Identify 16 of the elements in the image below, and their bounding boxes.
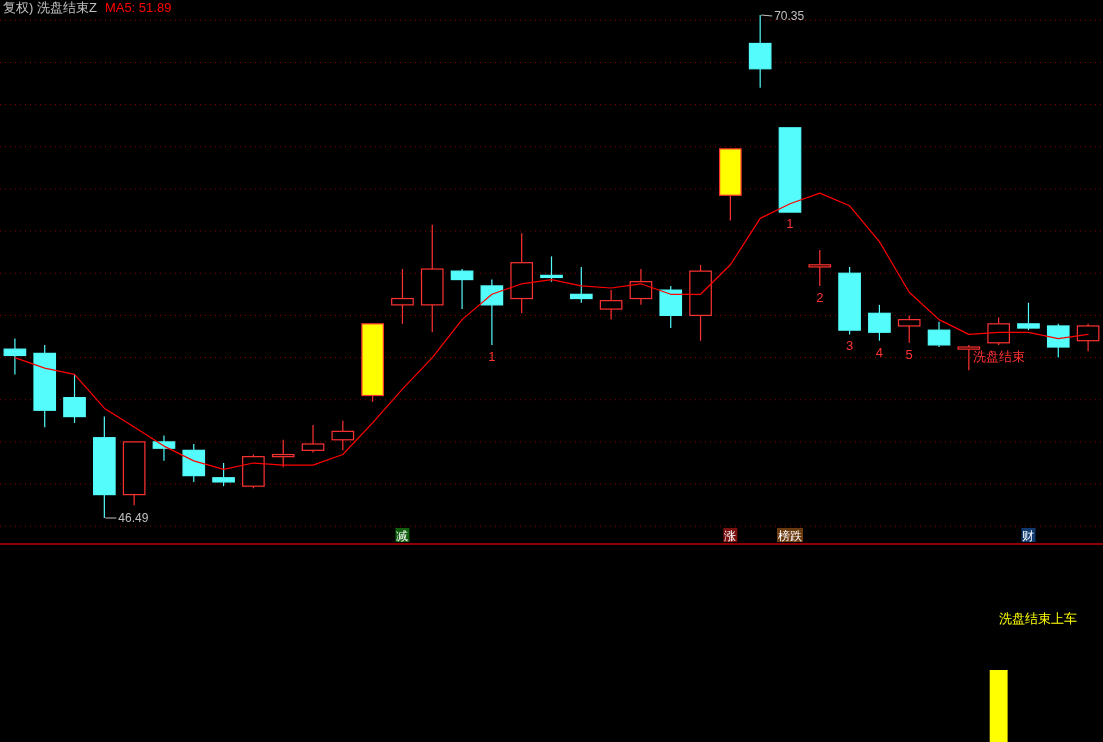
annotation: 46.49 xyxy=(118,511,149,525)
text: 洗盘结束上车 xyxy=(998,611,1077,626)
text: 3 xyxy=(845,338,854,354)
text: MA5: 51.89 xyxy=(104,0,172,15)
text: 洗盘结束 xyxy=(972,348,1025,364)
text: 1 xyxy=(786,216,794,232)
chart-title: 复权) 洗盘结束Z xyxy=(3,0,97,15)
text: 1 xyxy=(488,348,496,364)
annotation: 70.35 xyxy=(774,9,805,23)
x-tick-label: 涨 xyxy=(724,529,737,543)
text: 5 xyxy=(905,346,913,362)
x-tick-label: 榜跌 xyxy=(777,529,802,543)
text: 4 xyxy=(875,344,884,360)
text: 2 xyxy=(816,289,824,305)
x-tick-label: 财 xyxy=(1022,529,1035,543)
x-tick-label: 减 xyxy=(396,529,409,543)
